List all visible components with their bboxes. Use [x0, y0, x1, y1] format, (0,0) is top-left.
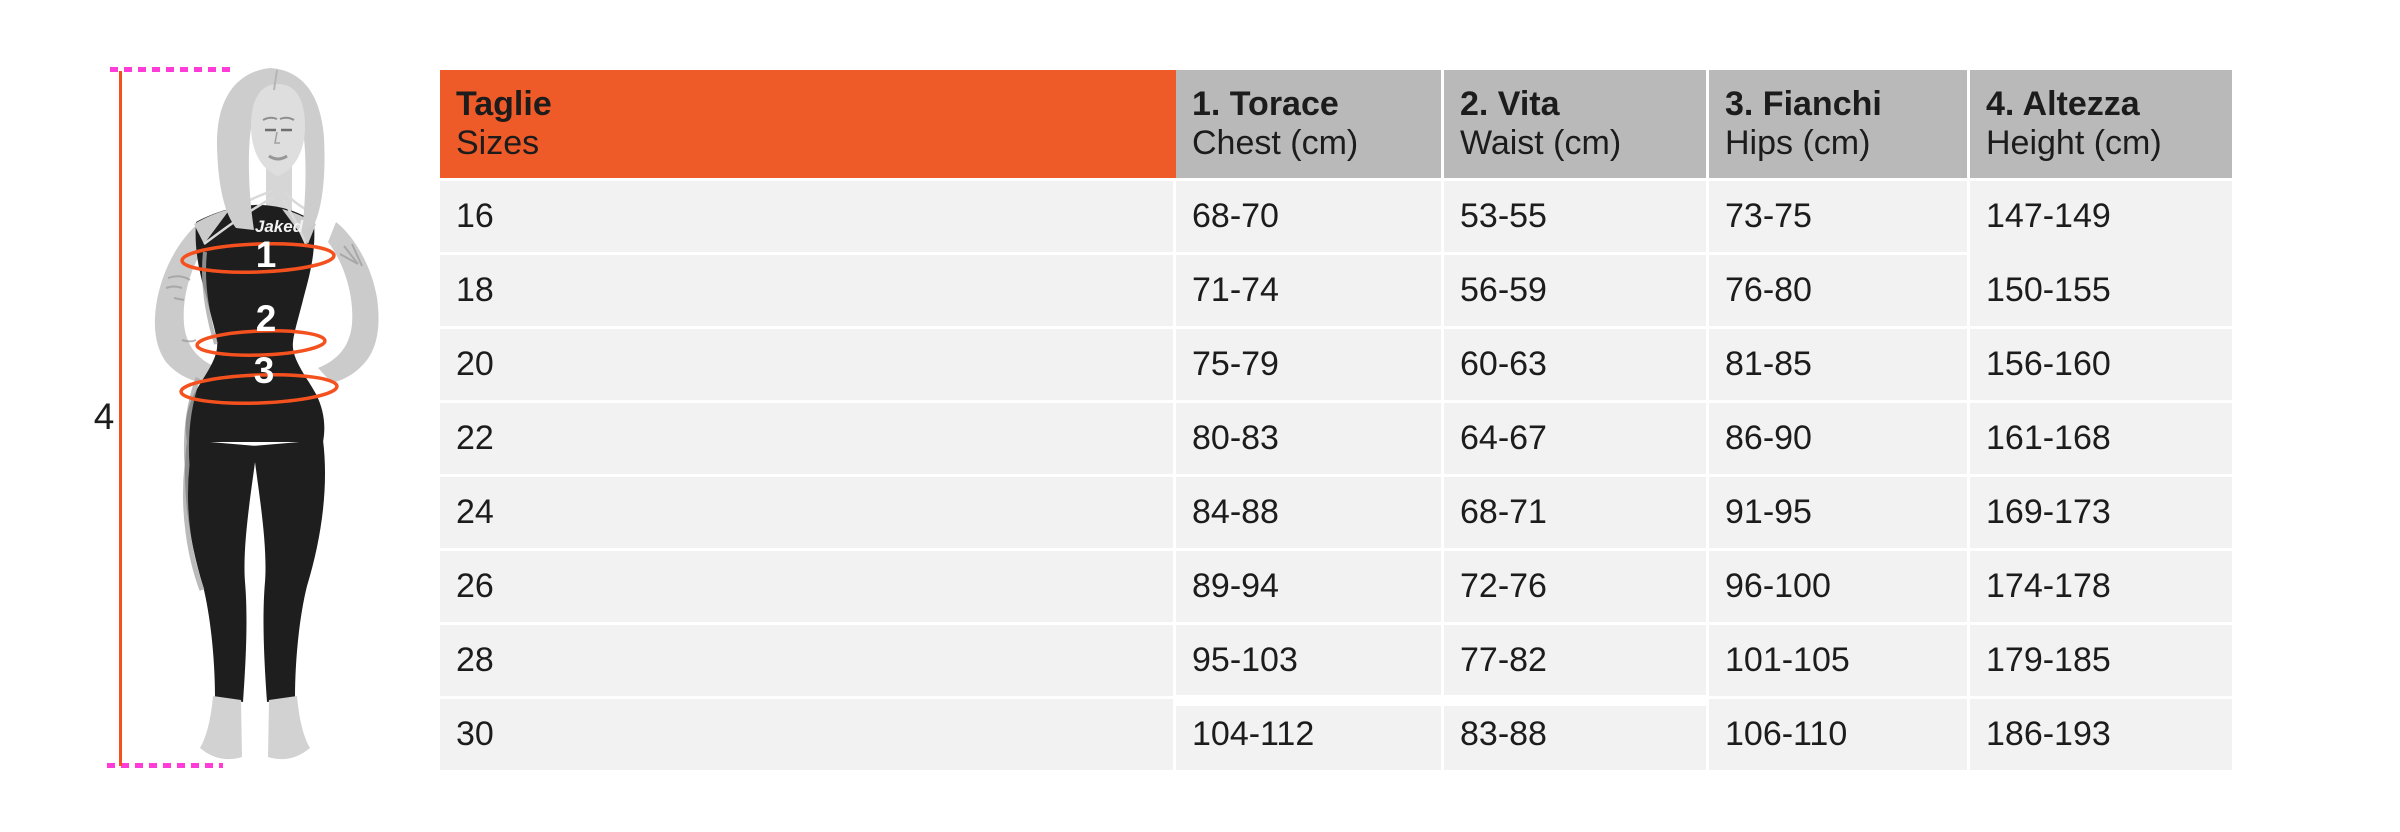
chest-marker-label: 1: [256, 234, 277, 275]
header-waist-en: Waist (cm): [1460, 124, 1622, 162]
measurement-rings: [179, 242, 339, 406]
cell-hips: 106-110: [1709, 699, 1970, 773]
header-hips-it: 3. Fianchi: [1725, 85, 1882, 123]
brand-logo: Jaked: [255, 217, 304, 236]
cell-waist: 60-63: [1444, 329, 1709, 403]
separator-artifact-strip: [1176, 695, 1709, 706]
cell-hips: 96-100: [1709, 551, 1970, 625]
cell-height: 147-149: [1970, 181, 2232, 255]
cell-height: 186-193: [1970, 699, 2232, 773]
header-cell-chest: 1. Torace Chest (cm): [1176, 70, 1444, 178]
cell-height: 169-173: [1970, 477, 2232, 551]
cell-hips: 86-90: [1709, 403, 1970, 477]
cell-waist: 56-59: [1444, 255, 1709, 329]
cell-chest: 80-83: [1176, 403, 1444, 477]
cell-size: 30: [440, 699, 1176, 773]
cell-waist: 77-82: [1444, 625, 1709, 699]
header-cell-hips: 3. Fianchi Hips (cm): [1709, 70, 1970, 178]
cell-height: 174-178: [1970, 551, 2232, 625]
model-feet: [200, 696, 310, 760]
height-bottom-marker: [107, 763, 223, 768]
table-header-row: Taglie Sizes 1. Torace Chest (cm) 2. Vit…: [440, 70, 2232, 178]
header-sizes-it: Taglie: [456, 85, 552, 123]
cell-chest: 71-74: [1176, 255, 1444, 329]
hips-measure-ellipse: [179, 372, 339, 406]
chest-measure-ellipse: [180, 242, 336, 274]
cell-height: 179-185: [1970, 625, 2232, 699]
cell-hips: 81-85: [1709, 329, 1970, 403]
cell-waist: 72-76: [1444, 551, 1709, 625]
cell-size: 18: [440, 255, 1176, 329]
model-illustration: Jaked 1 2 3: [154, 68, 379, 760]
model-face: [251, 69, 305, 176]
header-cell-height: 4. Altezza Height (cm): [1970, 70, 2232, 178]
table-row: 16 68-70 53-55 73-75 147-149: [440, 181, 2232, 255]
header-chest-it: 1. Torace: [1192, 85, 1339, 123]
cell-hips: 73-75: [1709, 181, 1970, 255]
size-table: Taglie Sizes 1. Torace Chest (cm) 2. Vit…: [440, 70, 2232, 773]
header-height-it: 4. Altezza: [1986, 85, 2140, 123]
waist-measure-ellipse: [195, 329, 327, 357]
cell-size: 26: [440, 551, 1176, 625]
header-height-en: Height (cm): [1986, 124, 2162, 162]
cell-hips: 76-80: [1709, 255, 1970, 329]
table-row: 22 80-83 64-67 86-90 161-168: [440, 403, 2232, 477]
cell-height: 156-160: [1970, 329, 2232, 403]
table-row: 20 75-79 60-63 81-85 156-160: [440, 329, 2232, 403]
cell-chest: 75-79: [1176, 329, 1444, 403]
cell-height: 161-168: [1970, 403, 2232, 477]
cell-waist: 68-71: [1444, 477, 1709, 551]
cell-hips: 91-95: [1709, 477, 1970, 551]
cell-height: 150-155: [1970, 255, 2232, 329]
cell-size: 16: [440, 181, 1176, 255]
cell-size: 22: [440, 403, 1176, 477]
model-swimsuit: [185, 189, 325, 442]
cell-chest: 89-94: [1176, 551, 1444, 625]
header-sizes-en: Sizes: [456, 124, 540, 162]
table-row: 24 84-88 68-71 91-95 169-173: [440, 477, 2232, 551]
cell-size: 28: [440, 625, 1176, 699]
model-arms: [154, 222, 379, 383]
cell-chest: 68-70: [1176, 181, 1444, 255]
cell-size: 20: [440, 329, 1176, 403]
waist-marker-label: 2: [256, 298, 277, 339]
header-cell-sizes: Taglie Sizes: [440, 70, 1176, 178]
cell-hips: 101-105: [1709, 625, 1970, 699]
measurement-numbers: 1 2 3: [254, 234, 277, 391]
header-hips-en: Hips (cm): [1725, 124, 1871, 162]
model-legs: [184, 440, 326, 702]
tattoo-marks: [165, 243, 363, 343]
header-waist-it: 2. Vita: [1460, 85, 1560, 123]
table-row: 30 104-112 83-88 106-110 186-193: [440, 699, 2232, 773]
cell-waist: 83-88: [1444, 699, 1709, 773]
cell-waist: 53-55: [1444, 181, 1709, 255]
cell-waist: 64-67: [1444, 403, 1709, 477]
table-row: 28 95-103 77-82 101-105 179-185: [440, 625, 2232, 699]
height-top-marker: [110, 67, 236, 72]
table-row: 18 71-74 56-59 76-80 150-155: [440, 255, 2232, 329]
height-marker-label: 4: [93, 396, 115, 437]
header-chest-en: Chest (cm): [1192, 124, 1359, 162]
cell-chest: 84-88: [1176, 477, 1444, 551]
cell-size: 24: [440, 477, 1176, 551]
cell-chest: 104-112: [1176, 699, 1444, 773]
table-row: 26 89-94 72-76 96-100 174-178: [440, 551, 2232, 625]
hips-marker-label: 3: [254, 350, 275, 391]
suit-side-panel: [183, 377, 205, 591]
height-measure-line: [119, 71, 122, 766]
cell-chest: 95-103: [1176, 625, 1444, 699]
header-cell-waist: 2. Vita Waist (cm): [1444, 70, 1709, 178]
